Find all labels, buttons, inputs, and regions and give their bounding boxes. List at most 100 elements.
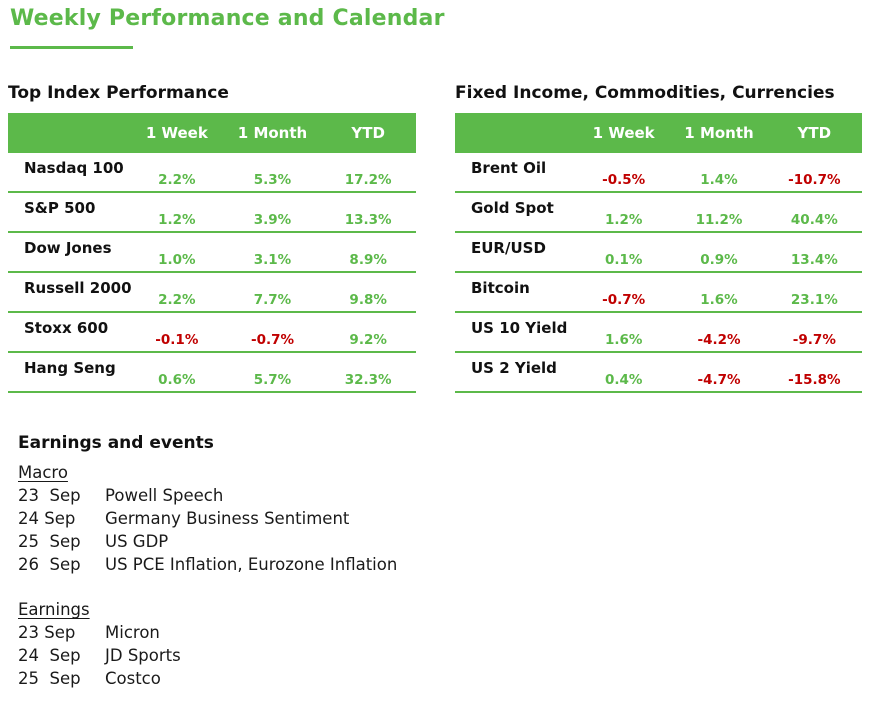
table-row: US 2 Yield 0.4% -4.7% -15.8% bbox=[455, 353, 862, 393]
value-1-week: -0.5% bbox=[602, 172, 646, 188]
value-1-week: 2.2% bbox=[158, 172, 196, 188]
table-row: Stoxx 600 -0.1% -0.7% 9.2% bbox=[8, 313, 416, 353]
instrument-name: Stoxx 600 bbox=[24, 319, 109, 337]
event-date: 23 Sep bbox=[18, 623, 76, 642]
table-header-row: 1 Week 1 Month YTD bbox=[455, 113, 862, 153]
value-ytd: 13.4% bbox=[790, 252, 838, 268]
table-header-row: 1 Week 1 Month YTD bbox=[8, 113, 416, 153]
instrument-name: Bitcoin bbox=[471, 279, 530, 297]
table-row: Nasdaq 100 2.2% 5.3% 17.2% bbox=[8, 153, 416, 193]
instrument-name: Brent Oil bbox=[471, 159, 547, 177]
value-ytd: 23.1% bbox=[790, 292, 838, 308]
earnings-events-section: Earnings and events Macro 23 Sep Powell … bbox=[18, 433, 458, 690]
event-label: US GDP bbox=[105, 532, 169, 551]
event-label: Costco bbox=[105, 669, 161, 688]
value-1-month: 3.1% bbox=[253, 252, 292, 268]
page-title: Weekly Performance and Calendar bbox=[10, 6, 445, 31]
value-ytd: 13.3% bbox=[344, 212, 392, 228]
header-1-week: 1 Week bbox=[145, 124, 208, 142]
event-row: 26 Sep US PCE Inflation, Eurozone Inflat… bbox=[18, 553, 458, 576]
earnings-events-title: Earnings and events bbox=[18, 433, 214, 453]
instrument-name: Russell 2000 bbox=[24, 279, 132, 297]
value-ytd: -15.8% bbox=[788, 372, 841, 388]
value-ytd: 9.2% bbox=[349, 332, 387, 348]
instrument-name: Gold Spot bbox=[471, 199, 554, 217]
table-row: Russell 2000 2.2% 7.7% 9.8% bbox=[8, 273, 416, 313]
value-ytd: 17.2% bbox=[344, 172, 392, 188]
header-ytd: YTD bbox=[797, 124, 832, 142]
value-1-month: -0.7% bbox=[250, 332, 295, 348]
value-1-month: 5.3% bbox=[253, 172, 292, 188]
header-1-month: 1 Month bbox=[684, 124, 754, 142]
value-1-week: 0.4% bbox=[604, 372, 643, 388]
value-ytd: -10.7% bbox=[788, 172, 841, 188]
value-1-month: 1.4% bbox=[700, 172, 738, 188]
event-row: 23 Sep Micron bbox=[18, 621, 458, 644]
event-date: 24 Sep bbox=[18, 509, 76, 528]
value-1-month: 5.7% bbox=[253, 372, 292, 388]
index-performance-table: 1 Week 1 Month YTD Nasdaq 100 2.2% 5.3% … bbox=[8, 113, 416, 393]
value-1-week: 1.2% bbox=[604, 212, 643, 228]
macro-subtitle: Macro bbox=[18, 463, 68, 482]
ficc-section: Fixed Income, Commodities, Currencies 1 … bbox=[455, 83, 862, 393]
event-date: 26 Sep bbox=[18, 555, 81, 574]
value-1-week: -0.1% bbox=[155, 332, 199, 348]
value-1-week: -0.7% bbox=[602, 292, 646, 308]
macro-subsection: Macro 23 Sep Powell Speech 24 Sep German… bbox=[18, 461, 458, 576]
table-row: Bitcoin -0.7% 1.6% 23.1% bbox=[455, 273, 862, 313]
value-1-week: 0.6% bbox=[158, 372, 196, 388]
table-row: Brent Oil -0.5% 1.4% -10.7% bbox=[455, 153, 862, 193]
ficc-table: 1 Week 1 Month YTD Brent Oil -0.5% 1.4% … bbox=[455, 113, 862, 393]
instrument-name: US 2 Yield bbox=[471, 359, 557, 377]
value-ytd: 40.4% bbox=[790, 212, 838, 228]
table-row: S&P 500 1.2% 3.9% 13.3% bbox=[8, 193, 416, 233]
value-1-month: 0.9% bbox=[700, 252, 738, 268]
table-row: Gold Spot 1.2% 11.2% 40.4% bbox=[455, 193, 862, 233]
value-1-week: 2.2% bbox=[158, 292, 196, 308]
event-row: 25 Sep Costco bbox=[18, 667, 458, 690]
value-1-week: 1.6% bbox=[604, 332, 643, 348]
event-row: 23 Sep Powell Speech bbox=[18, 484, 458, 507]
header-ytd: YTD bbox=[351, 124, 385, 142]
instrument-name: Dow Jones bbox=[24, 239, 112, 257]
event-row: 25 Sep US GDP bbox=[18, 530, 458, 553]
macro-list: 23 Sep Powell Speech 24 Sep Germany Busi… bbox=[18, 484, 458, 576]
value-1-month: -4.2% bbox=[697, 332, 741, 348]
event-label: US PCE Inflation, Eurozone Inflation bbox=[105, 555, 398, 574]
value-ytd: 8.9% bbox=[349, 252, 387, 268]
instrument-name: Nasdaq 100 bbox=[24, 159, 124, 177]
title-underline bbox=[10, 46, 133, 49]
table-body: Brent Oil -0.5% 1.4% -10.7% Gold Spot 1.… bbox=[455, 153, 862, 393]
event-date: 23 Sep bbox=[18, 486, 81, 505]
instrument-name: US 10 Yield bbox=[471, 319, 568, 337]
header-1-week: 1 Week bbox=[592, 124, 655, 142]
earnings-subtitle: Earnings bbox=[18, 600, 90, 619]
value-ytd: 32.3% bbox=[344, 372, 392, 388]
event-date: 25 Sep bbox=[18, 669, 81, 688]
event-row: 24 Sep JD Sports bbox=[18, 644, 458, 667]
table-body: Nasdaq 100 2.2% 5.3% 17.2% S&P 500 1.2% … bbox=[8, 153, 416, 393]
event-date: 24 Sep bbox=[18, 646, 81, 665]
value-1-month: 7.7% bbox=[253, 292, 292, 308]
value-1-week: 0.1% bbox=[604, 252, 643, 268]
table-row: Hang Seng 0.6% 5.7% 32.3% bbox=[8, 353, 416, 393]
table-row: Dow Jones 1.0% 3.1% 8.9% bbox=[8, 233, 416, 273]
instrument-name: Hang Seng bbox=[24, 359, 116, 377]
event-label: Micron bbox=[105, 623, 160, 642]
earnings-list: 23 Sep Micron 24 Sep JD Sports 25 Sep Co… bbox=[18, 621, 458, 690]
value-1-month: 3.9% bbox=[253, 212, 292, 228]
event-label: Germany Business Sentiment bbox=[105, 509, 350, 528]
value-ytd: 9.8% bbox=[349, 292, 387, 308]
index-performance-section: Top Index Performance 1 Week 1 Month YTD… bbox=[8, 83, 416, 393]
earnings-subsection: Earnings 23 Sep Micron 24 Sep JD Sports … bbox=[18, 598, 458, 690]
ficc-title: Fixed Income, Commodities, Currencies bbox=[455, 83, 835, 103]
event-label: JD Sports bbox=[105, 646, 181, 665]
table-row: EUR/USD 0.1% 0.9% 13.4% bbox=[455, 233, 862, 273]
value-1-week: 1.0% bbox=[158, 252, 196, 268]
event-date: 25 Sep bbox=[18, 532, 81, 551]
value-1-week: 1.2% bbox=[158, 212, 196, 228]
event-label: Powell Speech bbox=[105, 486, 224, 505]
value-1-month: -4.7% bbox=[697, 372, 741, 388]
instrument-name: S&P 500 bbox=[24, 199, 96, 217]
